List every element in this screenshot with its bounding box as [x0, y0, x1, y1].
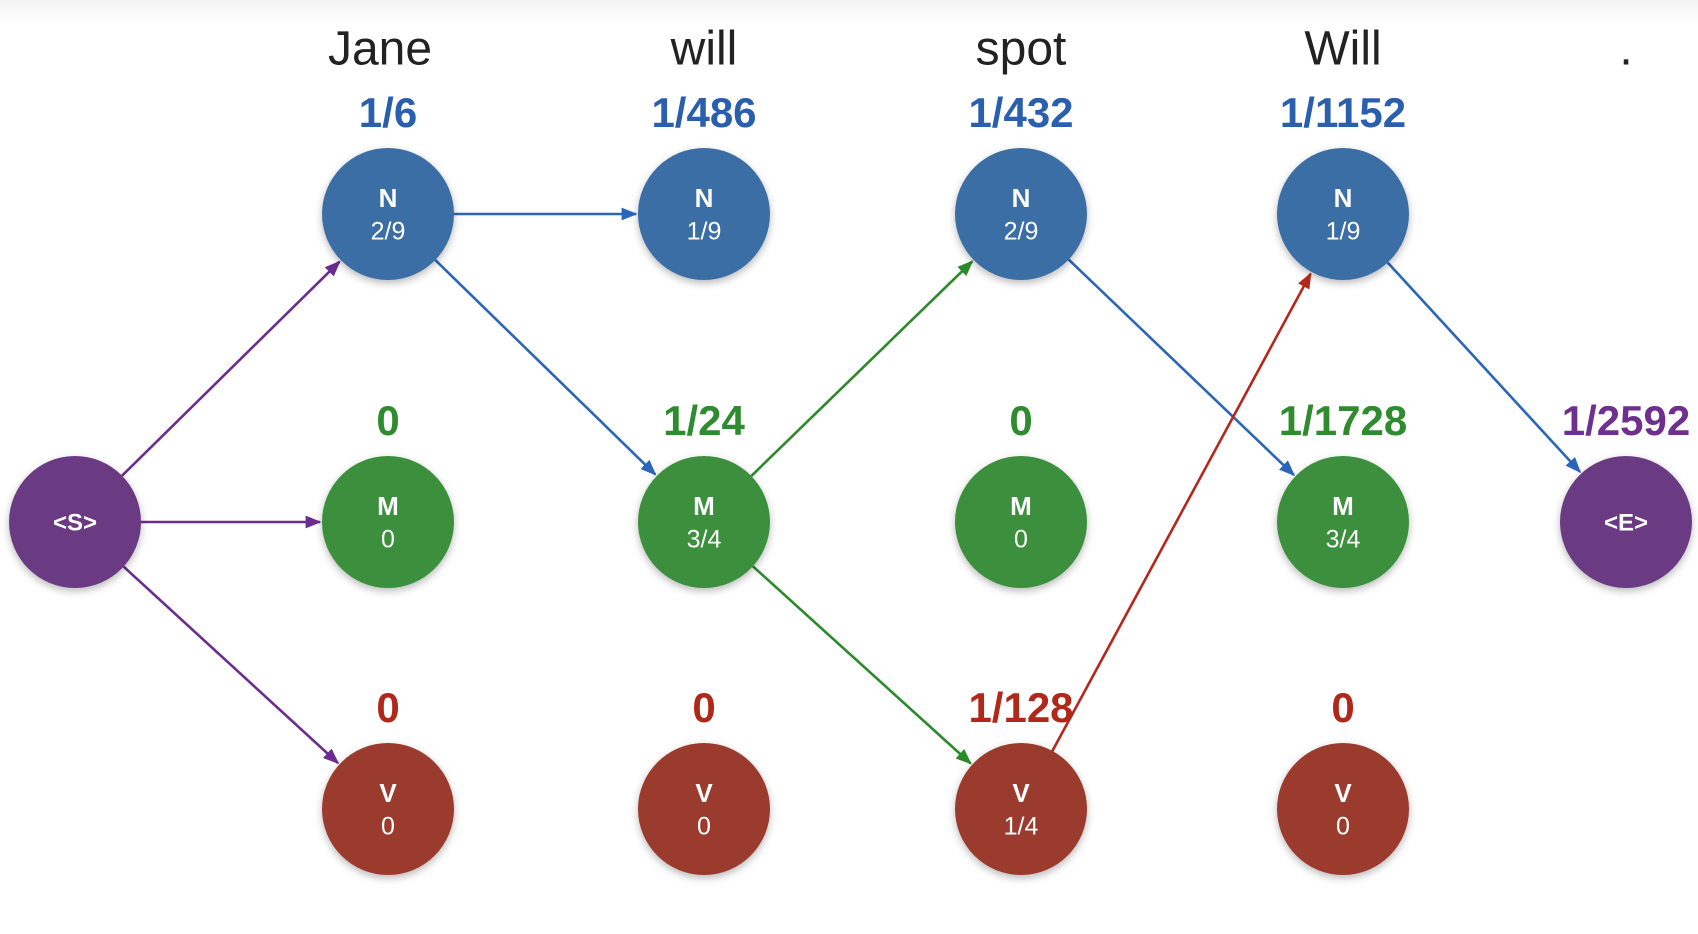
node-tag-label: V [695, 778, 713, 808]
path-score-N-col1: 1/486 [651, 89, 756, 136]
node-emission-prob: 0 [1014, 526, 1028, 554]
path-score-M-col0: 0 [376, 397, 399, 444]
path-score-N-col0: 1/6 [359, 89, 417, 136]
node-N-col3: N 1/9 [1277, 148, 1409, 280]
node-V-col1: V0 [638, 743, 770, 875]
node-tag-label: V [379, 778, 397, 808]
final-path-score: 1/2592 [1562, 397, 1690, 444]
node-tag-label: M [1010, 491, 1032, 521]
node-tag-label: M [377, 491, 399, 521]
path-score-V-col1: 0 [692, 684, 715, 731]
end-node: <E> [1560, 456, 1692, 588]
node-emission-prob: 1/4 [1004, 813, 1039, 841]
node-M-col1: M 3/4 [638, 456, 770, 588]
node-M-col3: M 3/4 [1277, 456, 1409, 588]
node-tag-label: N [379, 183, 398, 213]
node-emission-prob: 1/9 [1326, 218, 1361, 246]
edge-1M-to-2V [752, 565, 972, 765]
edge-2V-to-3N [1029, 272, 1312, 793]
node-tag-label: V [1334, 778, 1352, 808]
path-score-V-col2: 1/128 [968, 684, 1073, 731]
edges-layer [121, 207, 1582, 793]
node-emission-prob: 0 [381, 526, 395, 554]
node-M-col2: M0 [955, 456, 1087, 588]
path-score-V-col0: 0 [376, 684, 399, 731]
path-score-M-col1: 1/24 [663, 397, 745, 444]
node-emission-prob: 1/9 [687, 218, 722, 246]
node-emission-prob: 0 [381, 813, 395, 841]
nodes-layer: N2/9M0V0N1/9M3/4V0N2/9M0V1/4N1/9M3/4V0<S… [9, 148, 1692, 875]
node-tag-label: N [695, 183, 714, 213]
edge-S-to-0N [121, 260, 341, 477]
node-M-col0: M0 [322, 456, 454, 588]
start-node-label: <S> [53, 509, 97, 536]
node-tag-label: V [1012, 778, 1030, 808]
node-tag-label: M [1332, 491, 1354, 521]
node-emission-prob: 2/9 [371, 218, 406, 246]
node-V-col0: V0 [322, 743, 454, 875]
word-label: spot [976, 23, 1067, 76]
node-N-col2: N 2/9 [955, 148, 1087, 280]
word-label: . [1619, 23, 1632, 76]
path-score-M-col2: 0 [1009, 397, 1032, 444]
node-tag-label: N [1012, 183, 1031, 213]
node-V-col2: V 1/4 [955, 743, 1087, 875]
node-emission-prob: 3/4 [687, 526, 722, 554]
word-label: Will [1304, 23, 1381, 76]
node-emission-prob: 0 [1336, 813, 1350, 841]
end-node-label: <E> [1604, 509, 1648, 536]
node-N-col0: N 2/9 [322, 148, 454, 280]
path-score-N-col3: 1/1152 [1280, 89, 1406, 136]
node-emission-prob: 2/9 [1004, 218, 1039, 246]
path-score-N-col2: 1/432 [968, 89, 1073, 136]
node-V-col3: V0 [1277, 743, 1409, 875]
edge-1M-to-2N [750, 260, 974, 477]
labels-layer: Jane will spot Will . 1/6 0 0 1/486 1/24 0 1/432 0 1/… [328, 23, 1690, 731]
node-emission-prob: 3/4 [1326, 526, 1361, 554]
edge-0N-to-1M [434, 259, 657, 476]
node-N-col1: N 1/9 [638, 148, 770, 280]
word-label: will [670, 23, 738, 76]
node-tag-label: M [693, 491, 715, 521]
edge-S-to-0V [122, 565, 340, 765]
path-score-V-col3: 0 [1331, 684, 1354, 731]
start-node: <S> [9, 456, 141, 588]
edge-3N-to-E [1386, 261, 1582, 474]
node-tag-label: N [1334, 183, 1353, 213]
edge-2N-to-3M [1067, 258, 1296, 477]
node-emission-prob: 0 [697, 813, 711, 841]
path-score-M-col3: 1/1728 [1279, 397, 1407, 444]
word-label: Jane [328, 23, 432, 76]
